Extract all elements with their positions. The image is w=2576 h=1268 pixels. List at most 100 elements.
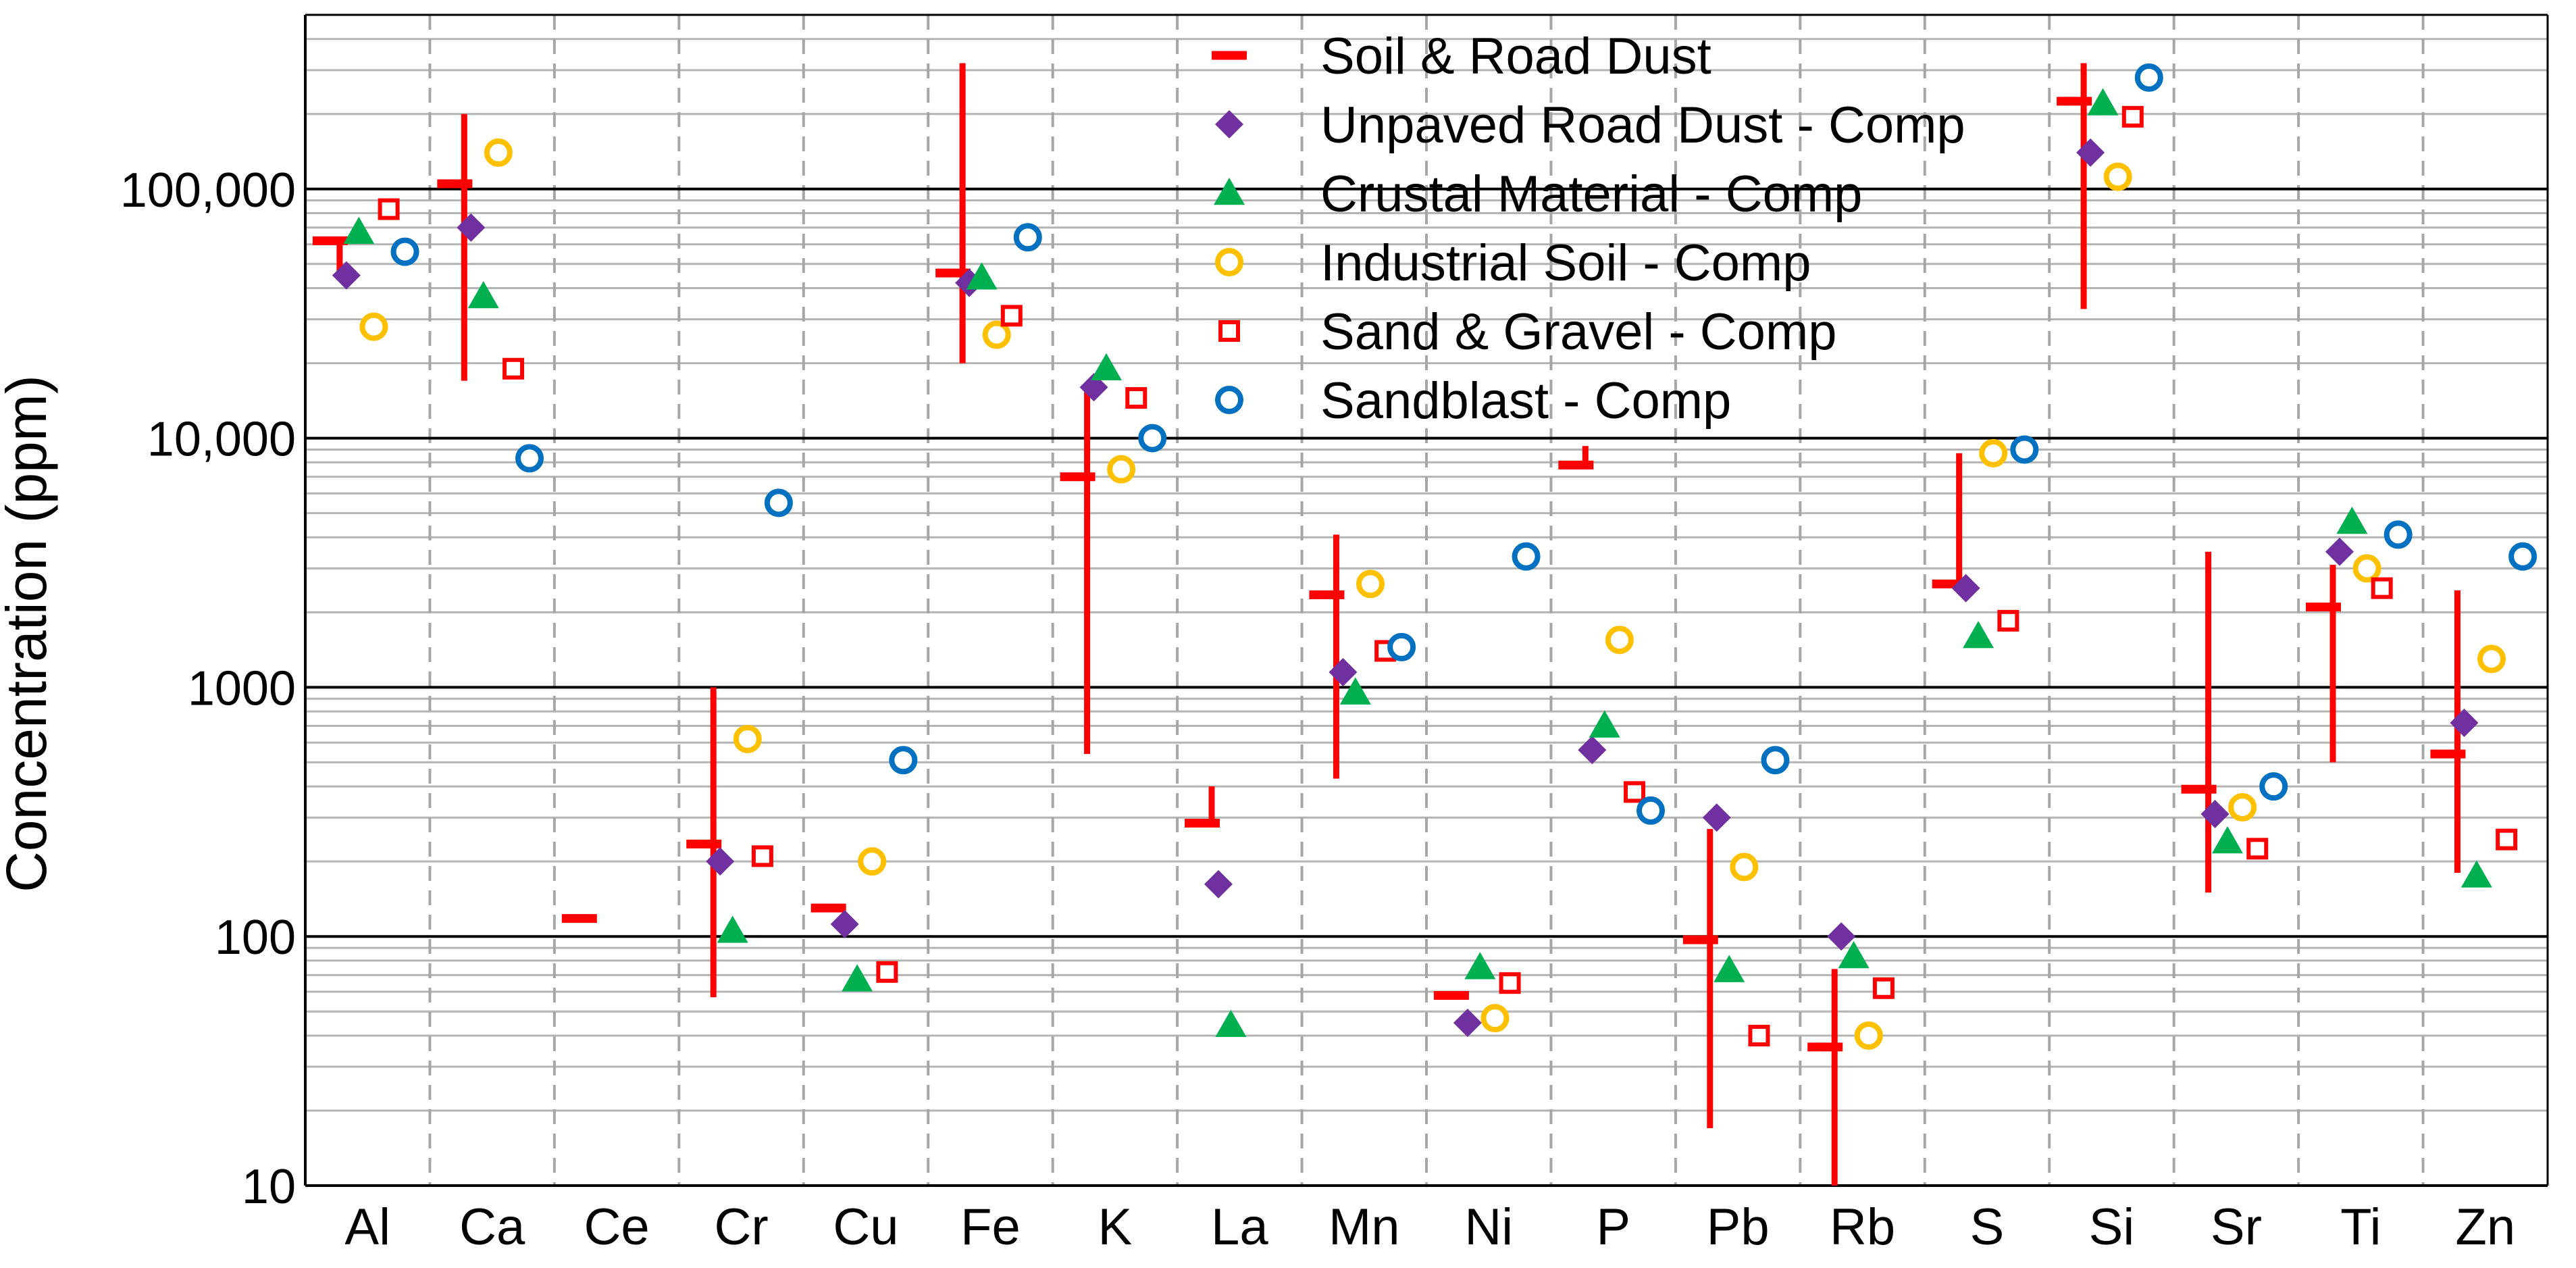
data-marks — [312, 63, 2538, 1186]
x-tick-label: Fe — [960, 1198, 1021, 1256]
data-point — [343, 216, 375, 245]
data-point — [332, 261, 361, 290]
y-tick-label: 100 — [215, 911, 296, 965]
legend-label: Sand & Gravel - Comp — [1320, 303, 1837, 361]
data-point — [1979, 438, 2008, 467]
data-point — [1872, 977, 1895, 999]
data-point — [1464, 952, 1496, 980]
y-tick-label: 1000 — [188, 661, 296, 715]
legend-marker — [1218, 320, 1240, 342]
legend-marker — [1215, 386, 1243, 414]
data-point — [1013, 223, 1042, 252]
x-tick-label: Ce — [584, 1198, 650, 1256]
data-point — [2325, 537, 2354, 566]
data-point — [1605, 626, 1634, 655]
data-point — [706, 847, 735, 876]
legend: Soil & Road Dust Unpaved Road Dust - Comp… — [1212, 28, 1965, 430]
x-tick-label: Ca — [459, 1198, 525, 1256]
x-tick-label: Mn — [1329, 1198, 1400, 1256]
x-tick-label: Ti — [2340, 1198, 2381, 1256]
legend-label: Crustal Material - Comp — [1320, 166, 1862, 223]
data-point — [1356, 569, 1385, 599]
data-point — [1963, 621, 1994, 649]
data-point — [467, 281, 499, 309]
data-point — [2087, 88, 2119, 116]
data-point — [751, 845, 773, 867]
data-point — [2010, 435, 2039, 464]
data-point — [390, 237, 419, 266]
data-point — [1748, 1024, 1770, 1046]
y-tick-label: 10 — [242, 1160, 296, 1214]
data-point — [2200, 799, 2230, 828]
data-point — [2371, 577, 2393, 599]
data-point — [2076, 138, 2105, 167]
data-point — [515, 444, 544, 473]
data-point — [2450, 709, 2479, 738]
data-point — [2211, 826, 2243, 854]
x-tick-label: P — [1596, 1198, 1630, 1256]
x-tick-label: Al — [344, 1198, 390, 1256]
x-tick-label: K — [1098, 1198, 1133, 1256]
data-point — [830, 910, 859, 939]
x-tick-label: Sr — [2211, 1198, 2262, 1256]
data-point — [1997, 609, 2019, 632]
data-point — [858, 847, 887, 876]
data-point — [457, 213, 486, 242]
data-point — [733, 724, 762, 753]
x-tick-label: Rb — [1830, 1198, 1895, 1256]
data-point — [1827, 922, 1856, 951]
data-point — [1854, 1021, 1883, 1050]
data-point — [1730, 853, 1759, 882]
x-tick-label: Cu — [833, 1198, 898, 1256]
data-point — [2134, 63, 2163, 92]
data-point — [359, 312, 388, 341]
data-point — [1589, 710, 1620, 738]
data-point — [2246, 838, 2269, 860]
data-point — [2477, 644, 2506, 674]
x-tick-label: Pb — [1707, 1198, 1770, 1256]
data-point — [2352, 554, 2381, 583]
data-point — [1453, 1009, 1482, 1038]
data-point — [982, 320, 1011, 349]
data-point — [1480, 1004, 1510, 1033]
data-point — [717, 915, 748, 943]
data-point — [1838, 941, 1870, 969]
data-point — [1702, 803, 1731, 832]
data-point — [1387, 632, 1416, 661]
data-point — [378, 198, 400, 220]
data-point — [484, 138, 513, 167]
data-point — [2103, 162, 2132, 191]
data-point — [2508, 542, 2538, 571]
data-point — [1761, 746, 1790, 775]
x-tick-label: La — [1211, 1198, 1268, 1256]
x-tick-label: S — [1970, 1198, 2005, 1256]
data-point — [1951, 574, 1980, 603]
legend-marker — [1215, 110, 1243, 138]
series-5 — [390, 63, 2538, 825]
legend-label: Unpaved Road Dust - Comp — [1320, 97, 1965, 154]
data-point — [1499, 972, 1521, 994]
y-tick-label: 100,000 — [120, 163, 296, 218]
category-separators — [428, 15, 2425, 1186]
data-point — [1339, 677, 1371, 705]
data-point — [2259, 772, 2288, 801]
series-1 — [332, 138, 2479, 1038]
x-tick-label: Zn — [2455, 1198, 2515, 1256]
data-point — [2384, 520, 2413, 549]
y-tick-labels: 10 100 1000 10,000 100,000 — [120, 163, 296, 1214]
data-point — [1125, 387, 1148, 409]
series-4 — [378, 105, 2518, 1046]
legend-label: Sandblast - Comp — [1320, 372, 1731, 430]
data-point — [1637, 796, 1665, 825]
data-point — [2496, 828, 2518, 851]
data-point — [1107, 455, 1136, 484]
data-point — [764, 488, 793, 517]
data-point — [842, 964, 873, 992]
data-point — [2121, 105, 2144, 128]
data-point — [1000, 305, 1023, 327]
x-tick-label: Si — [2089, 1198, 2135, 1256]
data-point — [503, 357, 525, 380]
series-0 — [312, 63, 2466, 1186]
axes — [304, 14, 2549, 1187]
